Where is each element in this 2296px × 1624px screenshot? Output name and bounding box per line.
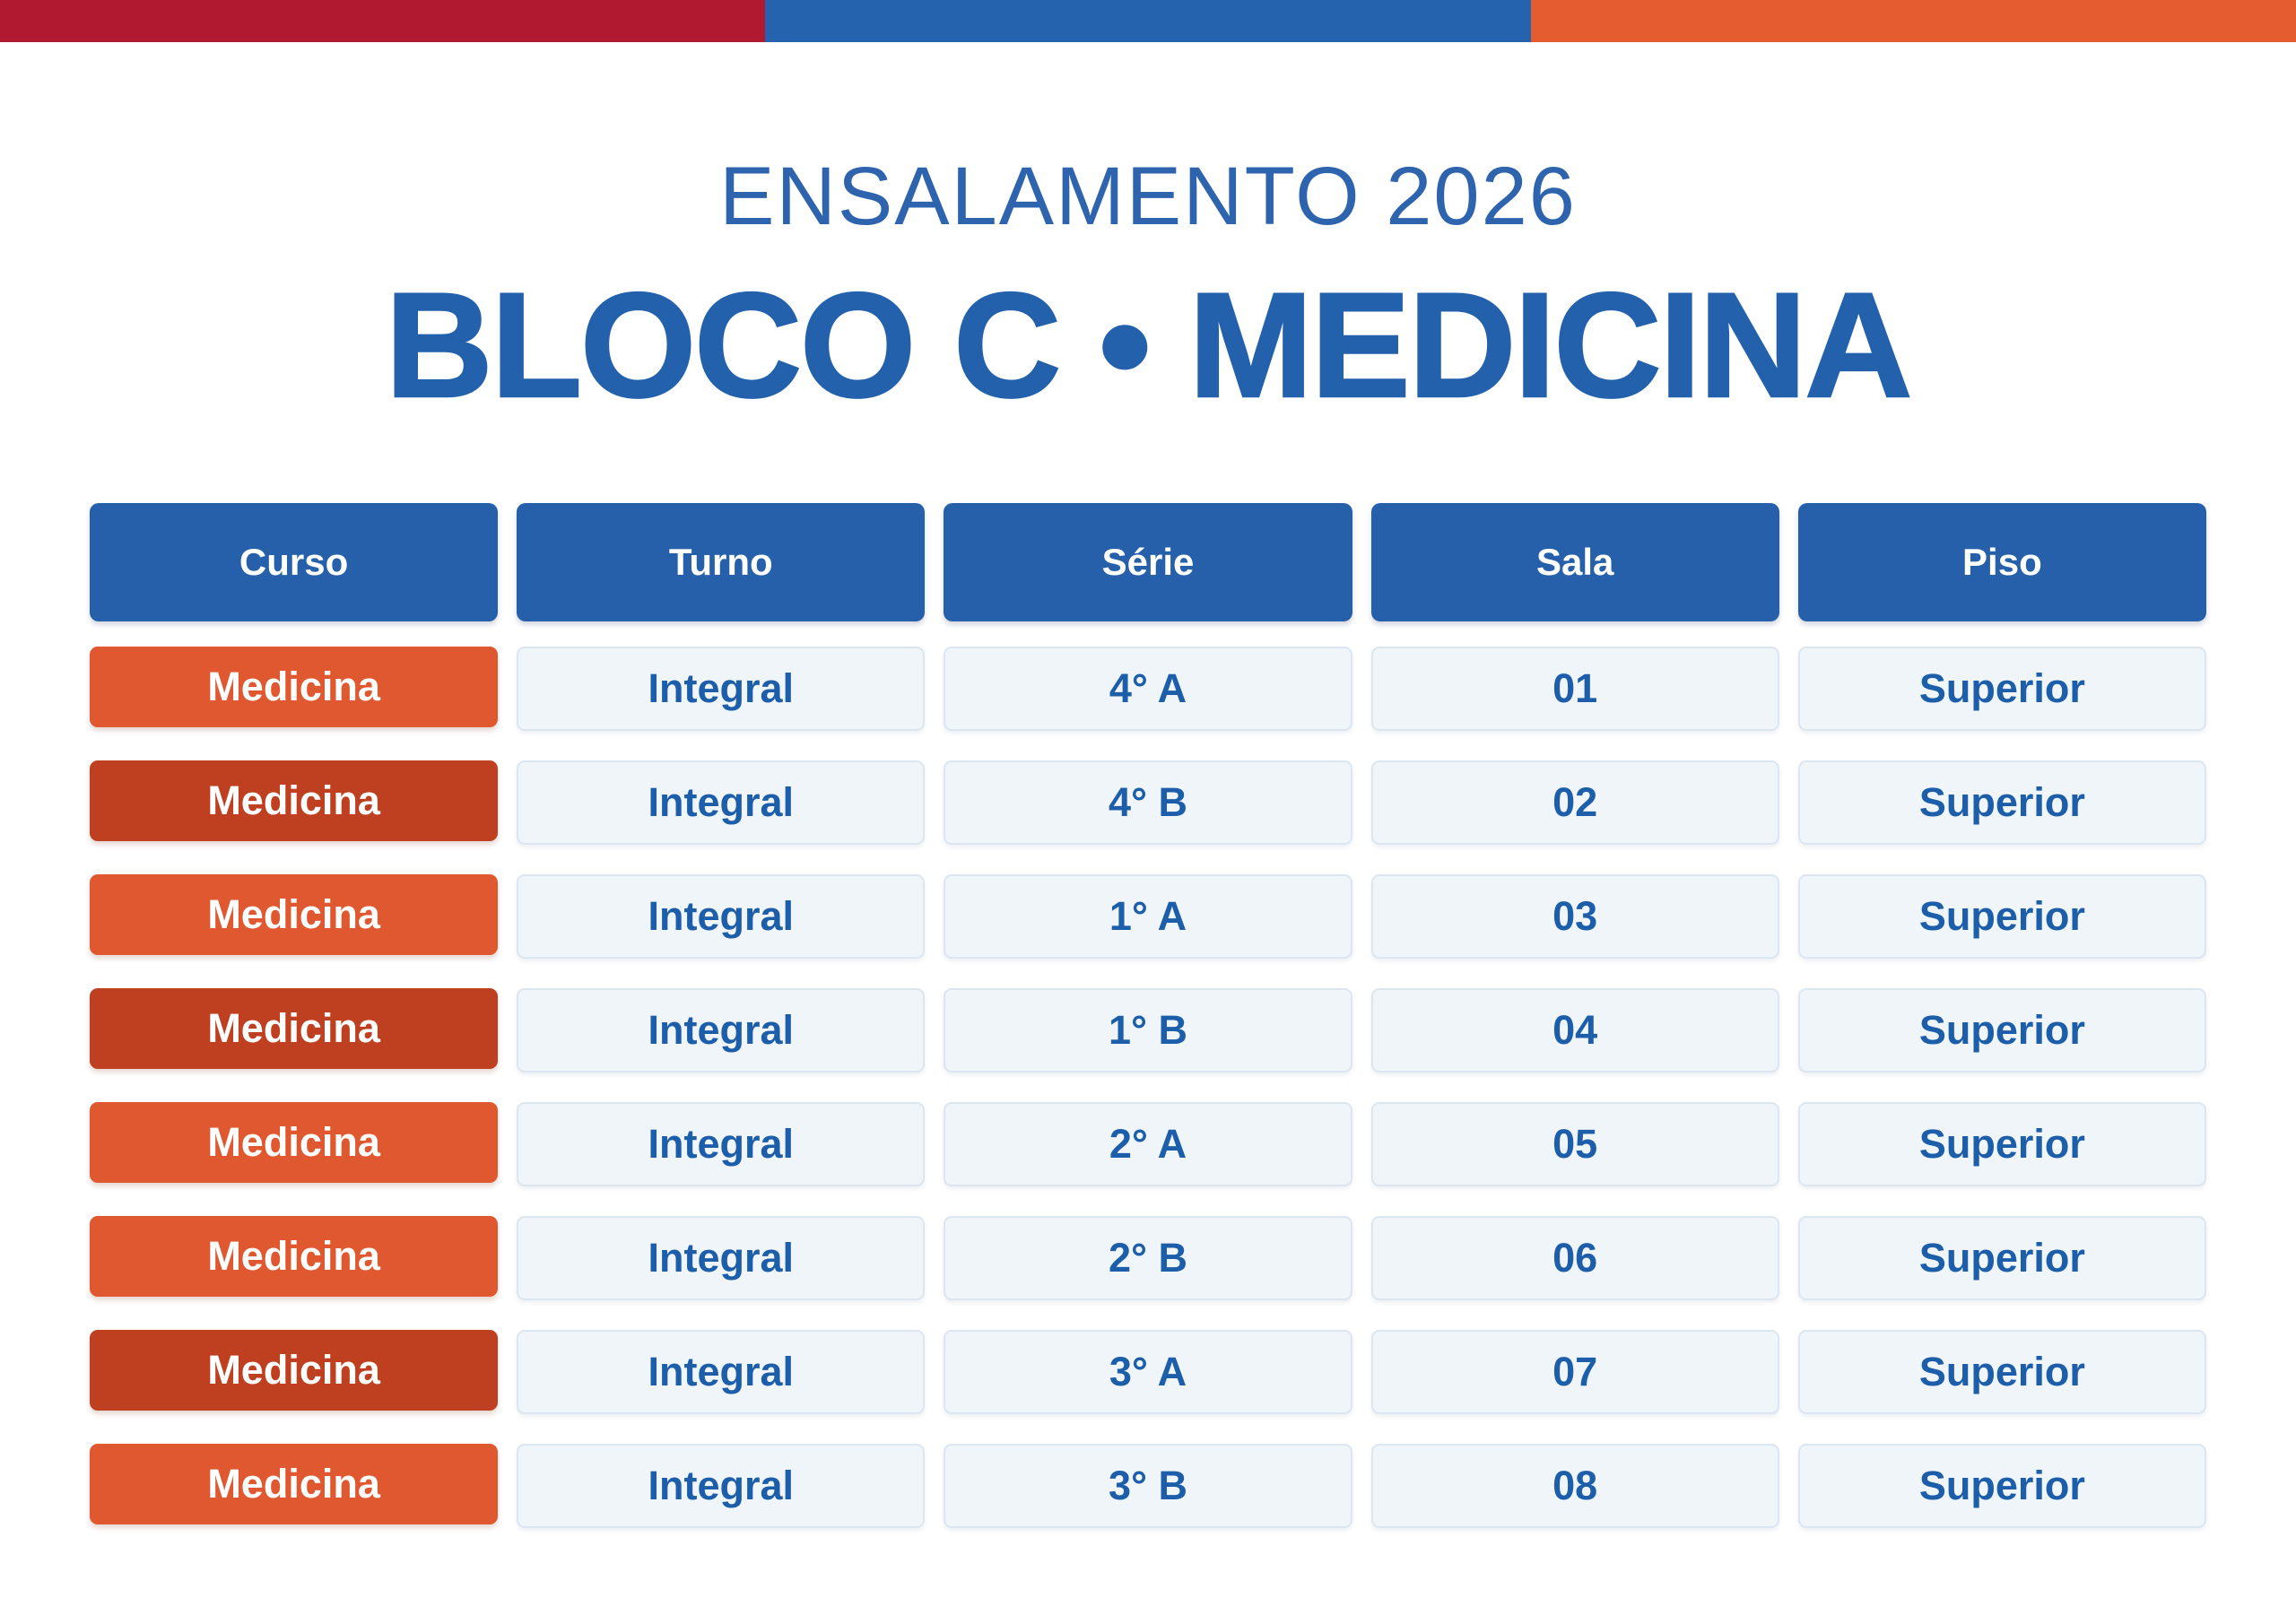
cell-serie: 4° B: [944, 760, 1352, 845]
table-row: Medicina Integral 4° A 01 Superior: [90, 647, 2206, 731]
cell-serie: 2° A: [944, 1102, 1352, 1186]
cell-serie: 2° B: [944, 1216, 1352, 1300]
cell-turno: Integral: [517, 874, 926, 959]
cell-turno: Integral: [517, 1444, 926, 1528]
topbar-segment-blue: [765, 0, 1531, 42]
table-row: Medicina Integral 2° B 06 Superior: [90, 1216, 2206, 1300]
room-assignment-table: Curso Turno Série Sala Piso Medicina Int…: [90, 503, 2206, 1528]
cell-curso: Medicina: [90, 1216, 499, 1297]
cell-curso: Medicina: [90, 760, 499, 841]
cell-piso: Superior: [1797, 1330, 2206, 1414]
cell-turno: Integral: [517, 1330, 926, 1414]
topbar-segment-orange: [1530, 0, 2296, 42]
page-title: BLOCO C • MEDICINA: [384, 263, 1913, 429]
cell-sala: 07: [1370, 1330, 1779, 1414]
cell-sala: 01: [1370, 647, 1779, 731]
cell-turno: Integral: [517, 760, 926, 845]
cell-serie: 4° A: [944, 647, 1352, 731]
table-row: Medicina Integral 3° A 07 Superior: [90, 1330, 2206, 1414]
subtitle: ENSALAMENTO 2026: [719, 151, 1577, 242]
cell-serie: 3° B: [944, 1444, 1352, 1528]
table-header-row: Curso Turno Série Sala Piso: [90, 503, 2206, 621]
table-body: Medicina Integral 4° A 01 Superior Medic…: [90, 647, 2206, 1528]
column-header-curso: Curso: [90, 503, 499, 621]
table-row: Medicina Integral 2° A 05 Superior: [90, 1102, 2206, 1186]
cell-curso: Medicina: [90, 647, 499, 727]
cell-curso: Medicina: [90, 1330, 499, 1411]
topbar-segment-red: [0, 0, 766, 42]
table-row: Medicina Integral 4° B 02 Superior: [90, 760, 2206, 845]
cell-piso: Superior: [1797, 1102, 2206, 1186]
top-color-bar: [0, 0, 2296, 42]
cell-piso: Superior: [1797, 647, 2206, 731]
cell-sala: 04: [1370, 988, 1779, 1073]
cell-sala: 02: [1370, 760, 1779, 845]
cell-sala: 06: [1370, 1216, 1779, 1300]
cell-serie: 1° B: [944, 988, 1352, 1073]
cell-curso: Medicina: [90, 988, 499, 1069]
cell-piso: Superior: [1797, 1444, 2206, 1528]
cell-sala: 05: [1370, 1102, 1779, 1186]
cell-curso: Medicina: [90, 1444, 499, 1524]
cell-serie: 1° A: [944, 874, 1352, 959]
cell-curso: Medicina: [90, 874, 499, 955]
column-header-piso: Piso: [1797, 503, 2206, 621]
cell-turno: Integral: [517, 988, 926, 1073]
column-header-serie: Série: [944, 503, 1352, 621]
cell-piso: Superior: [1797, 760, 2206, 845]
table-row: Medicina Integral 1° B 04 Superior: [90, 988, 2206, 1073]
cell-curso: Medicina: [90, 1102, 499, 1183]
column-header-sala: Sala: [1370, 503, 1779, 621]
table-row: Medicina Integral 1° A 03 Superior: [90, 874, 2206, 959]
cell-piso: Superior: [1797, 874, 2206, 959]
table-row: Medicina Integral 3° B 08 Superior: [90, 1444, 2206, 1528]
cell-turno: Integral: [517, 1216, 926, 1300]
cell-serie: 3° A: [944, 1330, 1352, 1414]
cell-turno: Integral: [517, 1102, 926, 1186]
cell-sala: 03: [1370, 874, 1779, 959]
column-header-turno: Turno: [517, 503, 926, 621]
cell-sala: 08: [1370, 1444, 1779, 1528]
cell-turno: Integral: [517, 647, 926, 731]
cell-piso: Superior: [1797, 1216, 2206, 1300]
cell-piso: Superior: [1797, 988, 2206, 1073]
